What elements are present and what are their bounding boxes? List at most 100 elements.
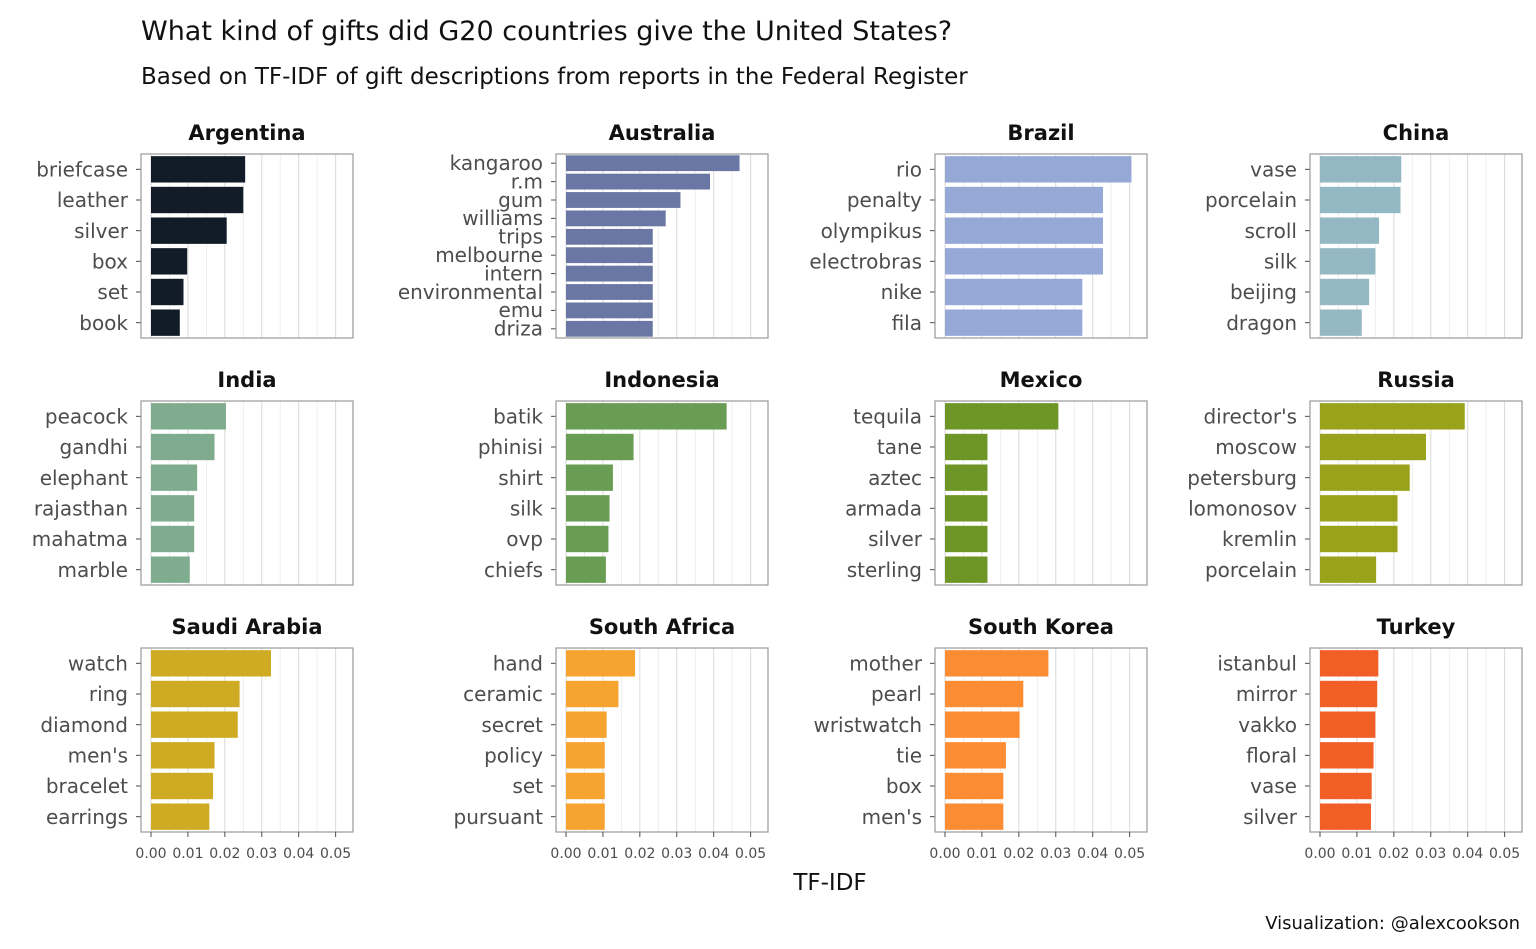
y-tick-label: book: [79, 311, 128, 335]
bar: [566, 320, 653, 337]
y-tick-label: ovp: [506, 527, 543, 551]
bar: [1320, 556, 1377, 583]
bar: [151, 403, 226, 430]
panel-title: South Korea: [968, 615, 1114, 639]
panel-title: Saudi Arabia: [172, 615, 323, 639]
chart-caption: Visualization: @alexcookson: [1265, 913, 1520, 934]
panel-border: [934, 647, 1148, 833]
bar: [945, 556, 988, 583]
bar: [151, 309, 180, 336]
y-tick-label: silver: [868, 527, 923, 551]
bar: [1320, 403, 1465, 430]
bar: [151, 680, 240, 708]
bar: [566, 228, 653, 245]
bar: [1320, 433, 1426, 461]
bar: [566, 284, 653, 300]
y-tick-label: olympikus: [821, 219, 922, 243]
x-tick-label: 0.03: [246, 846, 277, 862]
panel-south-korea: South Korea mother pearl wristwatch tie box me…: [813, 615, 1148, 862]
y-tick-label: scroll: [1244, 219, 1297, 243]
x-tick-label: 0.00: [550, 846, 581, 862]
bar: [945, 156, 1132, 183]
y-tick-label: moscow: [1215, 435, 1297, 459]
bar: [945, 278, 1083, 306]
x-tick-label: 0.04: [283, 846, 314, 862]
y-tick-label: lomonosov: [1188, 497, 1297, 521]
y-tick-label: electrobras: [809, 250, 922, 274]
y-tick-label: gandhi: [59, 435, 128, 459]
y-tick-label: pursuant: [454, 805, 544, 829]
bar: [1320, 278, 1370, 306]
panel-title: India: [217, 368, 276, 392]
x-tick-label: 0.00: [1304, 846, 1335, 862]
x-tick-label: 0.03: [1415, 846, 1446, 862]
bar: [151, 464, 198, 491]
bar: [1320, 464, 1410, 491]
y-tick-label: tane: [877, 435, 922, 459]
y-tick-label: penalty: [847, 188, 922, 212]
y-tick-label: marble: [57, 558, 128, 582]
bar: [566, 680, 619, 708]
panel-title: China: [1383, 121, 1450, 145]
bar: [1320, 772, 1372, 800]
panel-argentina: Argentina briefcase leather silver box set boo…: [36, 121, 354, 339]
y-tick-label: hand: [493, 652, 543, 676]
y-tick-label: phinisi: [478, 435, 543, 459]
y-tick-label: driza: [494, 317, 543, 341]
x-tick-label: 0.03: [1040, 846, 1071, 862]
bar: [945, 711, 1020, 738]
panel-indonesia: Indonesia batik phinisi shirt silk ovp chiefs: [478, 368, 769, 586]
y-tick-label: pearl: [871, 682, 922, 706]
bar: [566, 556, 606, 583]
panel-turkey: Turkey istanbul mirror vakko floral vase silve…: [1217, 615, 1523, 862]
bar: [566, 711, 607, 738]
y-tick-label: shirt: [498, 466, 543, 490]
bar: [566, 155, 740, 172]
panel-border: [140, 400, 354, 586]
bar: [1320, 711, 1376, 738]
bar: [566, 742, 605, 769]
bar: [945, 525, 988, 553]
y-tick-label: emu: [499, 298, 543, 322]
x-axis-label: TF-IDF: [792, 870, 866, 896]
bar: [151, 278, 184, 306]
bar: [151, 742, 215, 769]
y-tick-label: petersburg: [1187, 466, 1297, 490]
panel-border: [140, 153, 354, 339]
bar: [566, 772, 605, 800]
y-tick-label: melbourne: [435, 243, 543, 267]
panel-border: [1309, 153, 1523, 339]
panel-border: [934, 153, 1148, 339]
y-tick-label: batik: [493, 405, 543, 429]
bar: [945, 680, 1024, 708]
y-tick-label: policy: [484, 744, 543, 768]
bar: [151, 433, 215, 461]
x-tick-label: 0.01: [966, 846, 997, 862]
panel-south-africa: South Africa hand ceramic secret policy set pu…: [454, 615, 769, 862]
panel-saudi-arabia: Saudi Arabia watch ring diamond men's bracele…: [40, 615, 354, 862]
panel-title: Russia: [1377, 368, 1455, 392]
y-tick-label: mother: [849, 652, 923, 676]
bar: [945, 650, 1049, 677]
bar: [151, 772, 214, 800]
panel-title: Indonesia: [604, 368, 719, 392]
bar: [151, 556, 190, 583]
y-tick-label: set: [512, 774, 543, 798]
x-tick-label: 0.01: [1341, 846, 1372, 862]
y-tick-label: box: [92, 250, 128, 274]
bar: [151, 525, 195, 553]
y-tick-label: trips: [498, 225, 543, 249]
x-tick-label: 0.05: [735, 846, 766, 862]
y-tick-label: williams: [462, 206, 543, 230]
bar: [566, 433, 634, 461]
y-tick-label: dragon: [1226, 311, 1297, 335]
bar: [1320, 186, 1401, 214]
y-tick-label: men's: [68, 744, 128, 768]
y-tick-label: istanbul: [1217, 652, 1297, 676]
panel-title: Brazil: [1007, 121, 1074, 145]
panel-title: South Africa: [589, 615, 735, 639]
bar: [566, 403, 727, 430]
panel-title: Turkey: [1377, 615, 1456, 639]
bar: [151, 650, 271, 677]
